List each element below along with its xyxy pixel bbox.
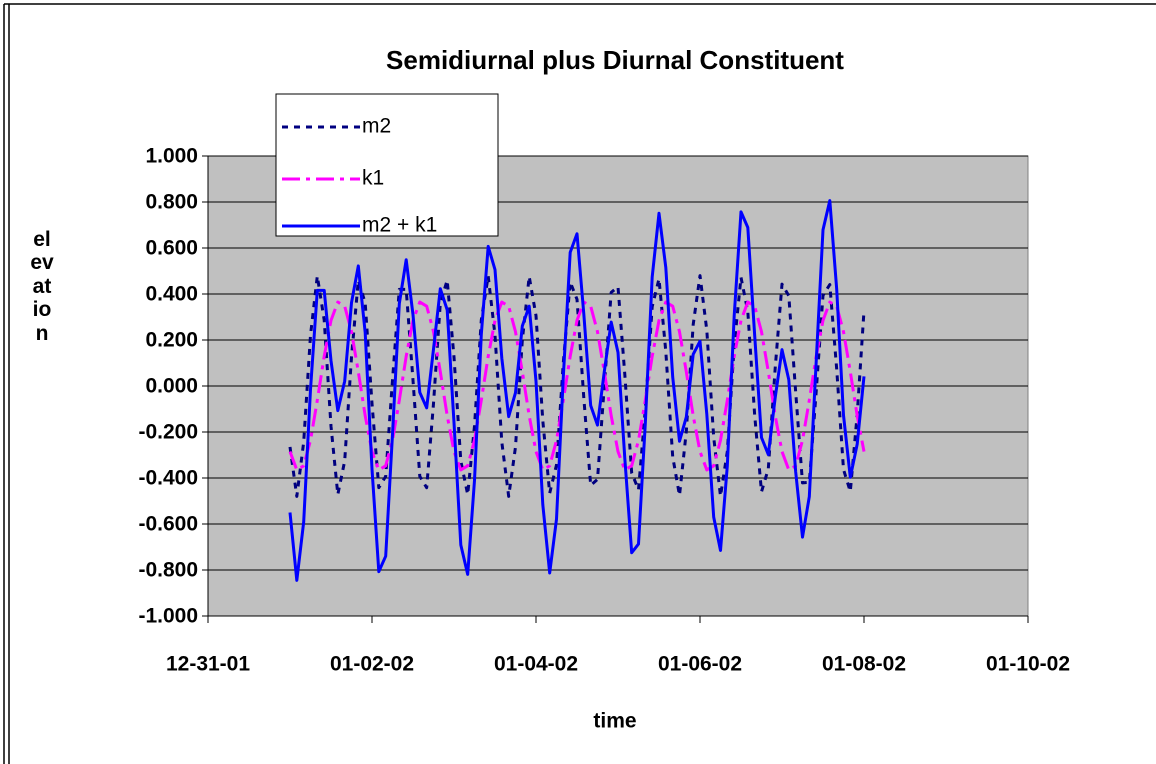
x-tick-label: 01-04-02 xyxy=(494,653,578,676)
y-tick-label: 1.000 xyxy=(145,145,198,168)
legend-label: m2 + k1 xyxy=(362,214,437,237)
y-tick-label: 0.000 xyxy=(145,375,198,398)
y-axis-label: elevation xyxy=(30,228,54,345)
y-tick-label: -0.600 xyxy=(138,513,198,536)
y-tick-label: 0.600 xyxy=(145,237,198,260)
y-tick-label: -0.200 xyxy=(138,421,198,444)
series-line xyxy=(288,199,866,582)
y-tick-label: 0.800 xyxy=(145,191,198,214)
y-tick-label: -1.000 xyxy=(138,605,198,628)
legend-label: k1 xyxy=(362,167,384,190)
y-tick-label: 0.200 xyxy=(145,329,198,352)
x-tick-label: 12-31-01 xyxy=(166,653,250,676)
legend: m2 k1 m2 + k1 xyxy=(275,93,499,237)
chart-title: Semidiurnal plus Diurnal Constituent xyxy=(386,45,844,75)
y-tick-label: -0.800 xyxy=(138,559,198,582)
series-line xyxy=(288,274,866,498)
x-axis-label: time xyxy=(593,710,636,733)
x-tick-label: 01-02-02 xyxy=(330,653,414,676)
legend-label: m2 xyxy=(362,115,391,138)
y-tick-label: 0.400 xyxy=(145,283,198,306)
x-tick-label: 01-08-02 xyxy=(822,653,906,676)
y-tick-label: -0.400 xyxy=(138,467,198,490)
legend-box xyxy=(275,93,499,237)
x-tick-label: 01-10-02 xyxy=(986,653,1070,676)
series-line xyxy=(288,300,866,472)
series-lines xyxy=(288,199,866,582)
x-tick-label: 01-06-02 xyxy=(658,653,742,676)
